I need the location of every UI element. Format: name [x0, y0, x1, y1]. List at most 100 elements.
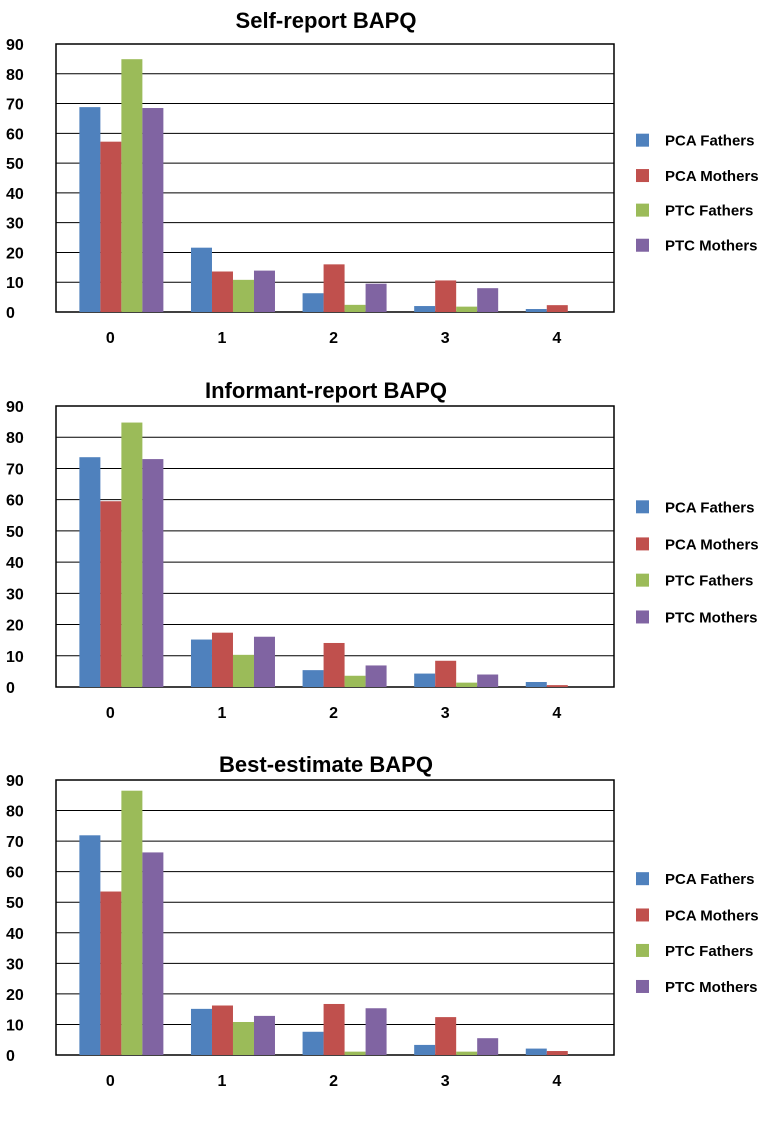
y-tick-label: 60 — [6, 865, 24, 882]
bar-ptc-mothers-3 — [477, 674, 499, 687]
legend-swatch — [636, 238, 649, 252]
bar-ptc-mothers-1 — [253, 636, 275, 687]
y-tick-label: 10 — [6, 1017, 24, 1034]
y-tick-label: 80 — [6, 67, 24, 84]
bar-pca-mothers-2 — [323, 642, 345, 687]
bar-ptc-fathers-3 — [456, 306, 478, 312]
bar-pca-fathers-0 — [79, 835, 101, 1055]
legend-label: PTC Mothers — [665, 609, 758, 626]
legend-label: PTC Fathers — [665, 573, 753, 590]
legend-label: PCA Mothers — [665, 536, 759, 553]
legend-swatch — [636, 169, 649, 183]
bar-pca-fathers-1 — [190, 1008, 212, 1055]
bar-pca-fathers-1 — [190, 639, 212, 687]
legend-swatch — [636, 943, 649, 957]
bar-ptc-fathers-0 — [121, 422, 143, 687]
y-tick-label: 40 — [6, 926, 24, 943]
y-tick-label: 90 — [6, 773, 24, 790]
x-tick-label: 4 — [552, 330, 561, 347]
bar-pca-fathers-0 — [79, 457, 101, 687]
bar-pca-mothers-1 — [211, 632, 233, 687]
y-tick-label: 0 — [6, 305, 15, 322]
chart-title: Self-report BAPQ — [236, 8, 417, 33]
bar-pca-fathers-0 — [79, 107, 101, 312]
bar-ptc-mothers-2 — [365, 283, 387, 312]
bar-pca-fathers-2 — [302, 1031, 324, 1055]
bar-pca-mothers-0 — [100, 501, 122, 687]
bar-pca-mothers-4 — [546, 685, 568, 687]
bar-pca-fathers-3 — [414, 306, 436, 312]
bar-ptc-fathers-3 — [456, 1051, 478, 1055]
bar-ptc-fathers-3 — [456, 682, 478, 687]
legend-label: PCA Mothers — [665, 907, 759, 924]
x-tick-label: 3 — [441, 1073, 450, 1090]
y-tick-label: 60 — [6, 493, 24, 510]
bar-ptc-fathers-1 — [232, 279, 254, 312]
legend-label: PTC Mothers — [665, 238, 758, 255]
bar-ptc-mothers-0 — [142, 108, 164, 313]
y-tick-label: 80 — [6, 430, 24, 447]
y-tick-label: 50 — [6, 156, 24, 173]
chart-title: Best-estimate BAPQ — [219, 752, 433, 777]
y-tick-label: 70 — [6, 97, 24, 114]
bar-pca-mothers-2 — [323, 264, 345, 312]
x-tick-label: 4 — [552, 705, 561, 722]
chart-panel-2: Informant-report BAPQ0102030405060708090… — [6, 378, 759, 722]
y-tick-label: 40 — [6, 186, 24, 203]
bar-ptc-mothers-0 — [142, 852, 164, 1055]
y-tick-label: 80 — [6, 804, 24, 821]
legend-label: PCA Mothers — [665, 168, 759, 185]
y-tick-label: 90 — [6, 399, 24, 416]
bar-pca-mothers-0 — [100, 141, 122, 312]
y-tick-label: 40 — [6, 555, 24, 572]
bar-pca-fathers-2 — [302, 293, 324, 312]
x-tick-label: 3 — [441, 705, 450, 722]
x-tick-label: 3 — [441, 330, 450, 347]
legend-swatch — [636, 908, 649, 922]
bar-ptc-mothers-2 — [365, 665, 387, 687]
y-tick-label: 60 — [6, 126, 24, 143]
bar-ptc-fathers-0 — [121, 790, 143, 1055]
y-tick-label: 20 — [6, 245, 24, 262]
bar-pca-fathers-1 — [190, 247, 212, 312]
x-tick-label: 0 — [106, 330, 115, 347]
bar-pca-mothers-3 — [435, 1017, 457, 1055]
y-tick-label: 20 — [6, 618, 24, 635]
bar-ptc-fathers-2 — [344, 675, 366, 687]
legend-swatch — [636, 979, 649, 993]
bar-pca-mothers-4 — [546, 1051, 568, 1055]
bar-pca-fathers-4 — [525, 1048, 547, 1055]
y-tick-label: 10 — [6, 275, 24, 292]
y-tick-label: 50 — [6, 895, 24, 912]
legend-swatch — [636, 610, 649, 624]
legend-label: PTC Fathers — [665, 943, 753, 960]
x-tick-label: 1 — [218, 1073, 227, 1090]
bar-pca-fathers-2 — [302, 670, 324, 687]
x-tick-label: 1 — [218, 705, 227, 722]
chart-title: Informant-report BAPQ — [205, 378, 447, 403]
y-tick-label: 70 — [6, 834, 24, 851]
legend-label: PCA Fathers — [665, 499, 754, 516]
legend-swatch — [636, 203, 649, 217]
y-tick-label: 30 — [6, 956, 24, 973]
legend-swatch — [636, 573, 649, 587]
y-tick-label: 90 — [6, 37, 24, 54]
y-tick-label: 30 — [6, 216, 24, 233]
bar-pca-mothers-1 — [211, 1005, 233, 1055]
legend-swatch — [636, 872, 649, 886]
legend-swatch — [636, 500, 649, 514]
y-tick-label: 0 — [6, 680, 15, 697]
bar-ptc-fathers-1 — [232, 1022, 254, 1055]
bar-ptc-mothers-1 — [253, 1015, 275, 1055]
bar-pca-mothers-4 — [546, 305, 568, 312]
x-tick-label: 0 — [106, 705, 115, 722]
bar-ptc-fathers-2 — [344, 1051, 366, 1055]
bar-ptc-mothers-3 — [477, 288, 499, 312]
x-tick-label: 4 — [552, 1073, 561, 1090]
bar-pca-fathers-3 — [414, 1044, 436, 1055]
bar-pca-mothers-3 — [435, 280, 457, 312]
y-tick-label: 0 — [6, 1048, 15, 1065]
legend-label: PTC Fathers — [665, 203, 753, 220]
